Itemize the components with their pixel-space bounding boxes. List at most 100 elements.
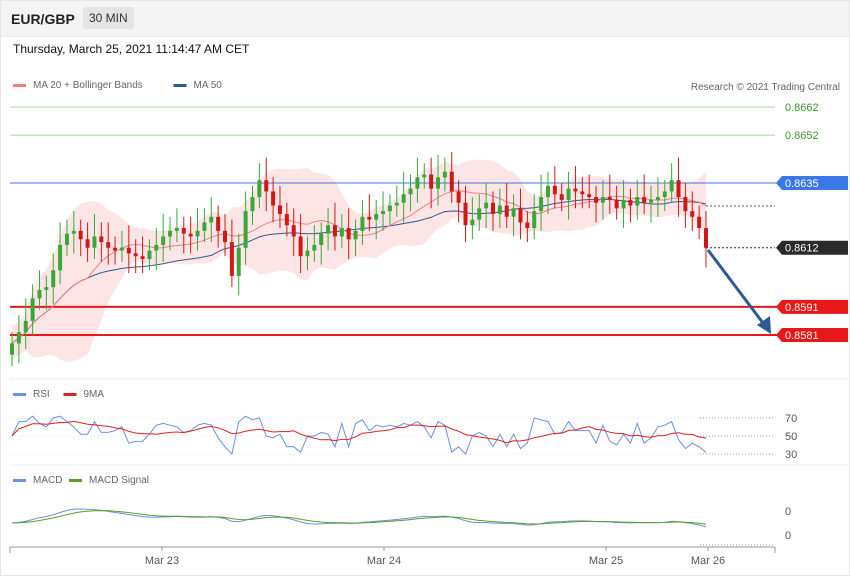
level-label: 0.8635: [785, 178, 819, 190]
candle-body: [690, 211, 695, 217]
legend-main-swatch: [173, 84, 187, 87]
ma50-line: [11, 198, 707, 344]
candle-body: [436, 177, 441, 189]
timeframe-badge[interactable]: 30 MIN: [83, 7, 134, 29]
candle-body: [271, 191, 276, 206]
candle-body: [202, 222, 207, 231]
ma20-line: [11, 189, 707, 344]
forecast-arrow: [706, 249, 768, 328]
candle-body: [676, 180, 681, 198]
candle-body: [655, 197, 660, 200]
candle-body: [387, 205, 392, 212]
candle-body: [532, 211, 537, 229]
candle-body: [99, 236, 104, 243]
candle-body: [504, 205, 509, 217]
level-label: 0.8591: [785, 302, 819, 314]
candle-body: [85, 239, 90, 248]
candle-body: [408, 188, 413, 195]
candle-body: [216, 216, 221, 231]
legend-main-label: MA 20 + Bollinger Bands: [33, 80, 143, 91]
candle-body: [243, 211, 248, 248]
timestamp: Thursday, March 25, 2021 11:14:47 AM CET: [13, 42, 250, 56]
level-label: 0.8581: [785, 330, 819, 342]
candle-body: [78, 230, 83, 240]
header-bar: EUR/GBP 30 MIN: [0, 0, 850, 37]
candle-body: [594, 197, 599, 203]
candle-body: [566, 188, 571, 200]
level-label: 0.8652: [785, 130, 819, 142]
candle-body: [360, 216, 365, 231]
candle-body: [298, 236, 303, 257]
candle-body: [133, 253, 138, 257]
candle-body: [332, 225, 337, 237]
candle-body: [497, 205, 502, 214]
rsi-level-label: 70: [785, 413, 797, 425]
candle-body: [394, 202, 399, 206]
candle-body: [484, 202, 489, 209]
candle-body: [374, 213, 379, 220]
candle-body: [71, 230, 76, 234]
candle-body: [51, 270, 56, 288]
candle-body: [628, 199, 633, 206]
candle-body: [181, 228, 186, 234]
legend-macd-label: MACD Signal: [89, 475, 149, 486]
candle-body: [642, 197, 647, 203]
legend-rsi-swatch: [13, 393, 26, 396]
candle-body: [339, 228, 344, 237]
candle-body: [188, 233, 193, 237]
bollinger-band: [12, 159, 706, 362]
candle-body: [559, 194, 564, 200]
candle-body: [319, 233, 324, 245]
candle-body: [10, 343, 14, 355]
legend-rsi-label: RSI: [33, 389, 50, 400]
candle-body: [607, 197, 612, 200]
candle-body: [353, 230, 358, 240]
candle-body: [621, 199, 626, 209]
legend-main-swatch: [13, 84, 26, 87]
candle-body: [23, 320, 28, 333]
candle-body: [30, 298, 35, 321]
legend-macd-swatch: [13, 479, 26, 482]
candle-body: [600, 197, 605, 203]
candle-body: [284, 213, 289, 226]
macd-level-label: 0: [785, 506, 791, 518]
level-tag-current: [776, 240, 848, 255]
candle-body: [119, 247, 124, 251]
candle-body: [422, 174, 427, 178]
candle-body: [126, 247, 131, 254]
candle-body: [58, 244, 63, 271]
candle-body: [511, 208, 516, 217]
macd-signal-line: [11, 510, 707, 525]
level-tag-pivot: [776, 176, 848, 190]
candle-body: [305, 250, 310, 257]
x-axis-label: Mar 26: [691, 555, 725, 567]
candle-body: [635, 197, 640, 206]
macd-level-label: 0: [785, 530, 791, 542]
candle-body: [415, 177, 420, 189]
candle-body: [113, 247, 118, 251]
candle-body: [346, 228, 351, 240]
candle-body: [223, 230, 228, 243]
candle-body: [539, 197, 544, 212]
candle-body: [697, 216, 702, 229]
rsi-level-label: 50: [785, 431, 797, 443]
candle-body: [545, 185, 550, 198]
candle-body: [580, 191, 585, 195]
candle-body: [264, 180, 269, 192]
candle-body: [662, 191, 667, 198]
legend-rsi-label: 9MA: [84, 389, 105, 400]
candle-body: [44, 287, 49, 290]
candle-body: [525, 222, 530, 229]
candle-body: [16, 332, 21, 344]
candle-body: [250, 197, 255, 212]
candle-body: [401, 194, 406, 203]
candle-body: [147, 250, 152, 259]
candle-body: [367, 216, 372, 220]
candle-body: [168, 230, 173, 237]
candle-body: [161, 236, 166, 245]
pair-title: EUR/GBP: [11, 11, 75, 27]
candle-body: [174, 228, 179, 231]
candle-body: [381, 211, 386, 214]
candle-body: [470, 219, 475, 226]
